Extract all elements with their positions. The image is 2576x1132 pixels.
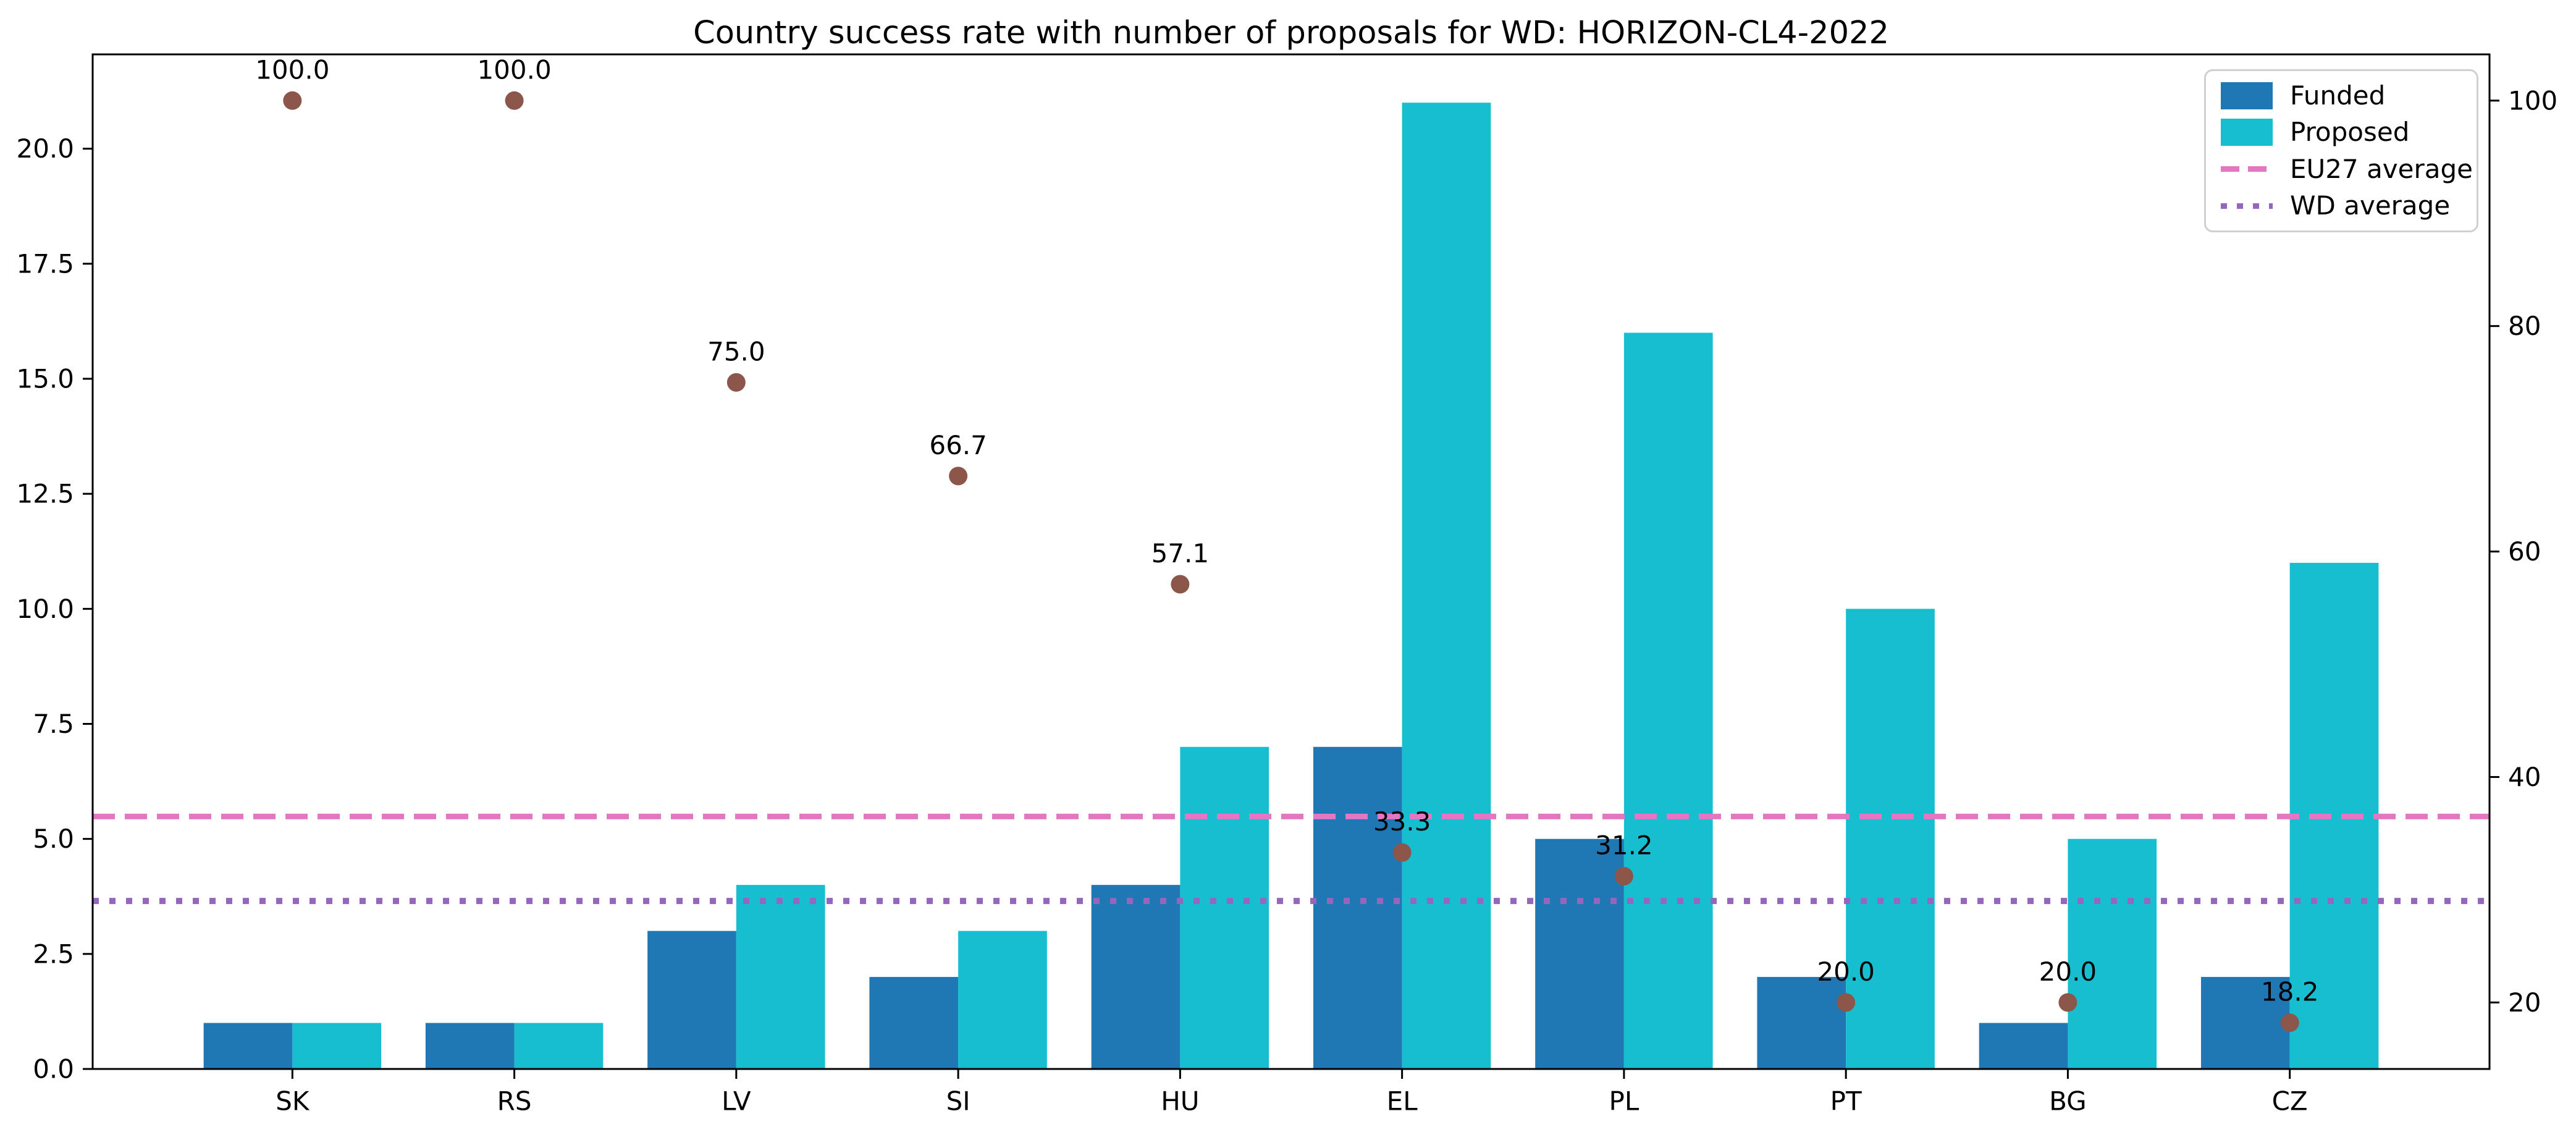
x-tick-label-LV: LV xyxy=(722,1086,751,1117)
axes-layer: 0.0 2.5 5.0 7.5 10.0 12.5 15.0 17.5 20.0 20 40 60 80… xyxy=(16,53,2557,1117)
funded-swatch-icon xyxy=(2221,82,2273,109)
reference-lines-layer xyxy=(93,813,2490,905)
bar-funded-SI xyxy=(869,977,959,1069)
left-tick-label: 12.5 xyxy=(16,479,74,509)
bar-funded-PT xyxy=(1757,977,1846,1069)
success-label-LV: 75.0 xyxy=(707,336,765,366)
scatter-layer xyxy=(283,91,2299,1033)
left-tick-label: 7.5 xyxy=(33,709,74,739)
bar-proposed-EL xyxy=(1402,103,1491,1070)
x-tick-label-CZ: CZ xyxy=(2272,1086,2308,1117)
legend-item-funded: Funded xyxy=(2221,80,2470,112)
bar-funded-HU xyxy=(1091,885,1181,1069)
x-tick-label-SK: SK xyxy=(276,1086,310,1117)
bar-proposed-SI xyxy=(958,931,1047,1069)
success-label-PT: 20.0 xyxy=(1817,957,1875,987)
bar-funded-PL xyxy=(1535,838,1624,1069)
success-label-SI: 66.7 xyxy=(929,430,987,460)
right-tick-label: 40 xyxy=(2508,762,2541,792)
right-tick-label: 100 xyxy=(2508,85,2557,116)
bar-proposed-PL xyxy=(1623,332,1713,1069)
legend-label: Funded xyxy=(2290,80,2386,111)
legend-item-proposed: Proposed xyxy=(2221,116,2470,148)
right-tick-label: 80 xyxy=(2508,311,2541,341)
x-tick-label-EL: EL xyxy=(1387,1086,1418,1117)
bar-funded-LV xyxy=(647,931,736,1069)
left-tick-label: 10.0 xyxy=(16,594,74,624)
legend-label: Proposed xyxy=(2290,117,2410,148)
bar-proposed-PT xyxy=(1846,609,1935,1069)
bar-funded-RS xyxy=(425,1023,515,1069)
x-tick-label-BG: BG xyxy=(2049,1086,2087,1117)
legend-item-wd-average: WD average xyxy=(2221,190,2470,222)
legend-item-eu27-average: EU27 average xyxy=(2221,153,2473,185)
bar-funded-CZ xyxy=(2200,977,2290,1069)
success-label-HU: 57.1 xyxy=(1151,538,1210,568)
success-label-EL: 33.3 xyxy=(1373,806,1431,837)
x-tick-label-SI: SI xyxy=(946,1086,970,1117)
success-dot-SK xyxy=(283,91,302,110)
success-label-CZ: 18.2 xyxy=(2261,977,2319,1007)
success-label-BG: 20.0 xyxy=(2039,957,2097,987)
success-label-SK: 100.0 xyxy=(255,54,329,85)
eu27-average-line-icon xyxy=(2221,166,2273,172)
chart-title: Country success rate with number of prop… xyxy=(693,15,1889,51)
success-dot-EL xyxy=(1392,843,1412,862)
success-dot-HU xyxy=(1171,575,1190,594)
right-tick-label: 60 xyxy=(2508,536,2541,567)
left-tick-label: 15.0 xyxy=(16,363,74,394)
legend-label: EU27 average xyxy=(2290,153,2473,184)
bar-proposed-RS xyxy=(514,1023,604,1069)
left-tick-label: 0.0 xyxy=(33,1054,74,1084)
x-tick-label-PL: PL xyxy=(1609,1086,1639,1117)
bars-layer xyxy=(203,103,2379,1070)
bar-proposed-SK xyxy=(292,1023,382,1069)
legend-label: WD average xyxy=(2290,190,2451,221)
bar-funded-BG xyxy=(1979,1023,2068,1069)
proposed-swatch-icon xyxy=(2221,119,2273,146)
right-tick-label: 20 xyxy=(2508,987,2541,1018)
bar-funded-EL xyxy=(1313,746,1402,1069)
left-tick-label: 2.5 xyxy=(33,939,74,969)
success-dot-PT xyxy=(1837,993,1856,1012)
left-tick-label: 20.0 xyxy=(16,133,74,164)
success-dot-SI xyxy=(949,467,968,486)
x-tick-label-HU: HU xyxy=(1161,1086,1199,1117)
bar-proposed-CZ xyxy=(2289,562,2379,1069)
left-tick-label: 5.0 xyxy=(33,824,74,854)
success-dot-CZ xyxy=(2280,1013,2299,1033)
legend: Funded Proposed EU27 average WD average xyxy=(2204,69,2478,232)
success-label-PL: 31.2 xyxy=(1595,830,1653,861)
wd-average-line-icon xyxy=(2221,203,2273,209)
bar-proposed-BG xyxy=(2068,838,2157,1069)
annotations-layer: 100.0 100.0 75.0 66.7 57.1 33.3 31.2 20.0 20.0 18… xyxy=(255,54,2318,1007)
bar-funded-SK xyxy=(203,1023,293,1069)
bar-proposed-LV xyxy=(736,885,825,1069)
x-tick-label-RS: RS xyxy=(497,1086,532,1117)
success-dot-RS xyxy=(505,91,524,110)
success-dot-PL xyxy=(1614,867,1633,886)
plot-border xyxy=(91,53,2491,1070)
left-tick-label: 17.5 xyxy=(16,248,74,279)
bar-proposed-HU xyxy=(1180,746,1269,1069)
success-label-RS: 100.0 xyxy=(477,54,551,85)
x-tick-label-PT: PT xyxy=(1830,1086,1862,1117)
success-dot-BG xyxy=(2058,993,2077,1012)
success-dot-LV xyxy=(726,373,746,392)
